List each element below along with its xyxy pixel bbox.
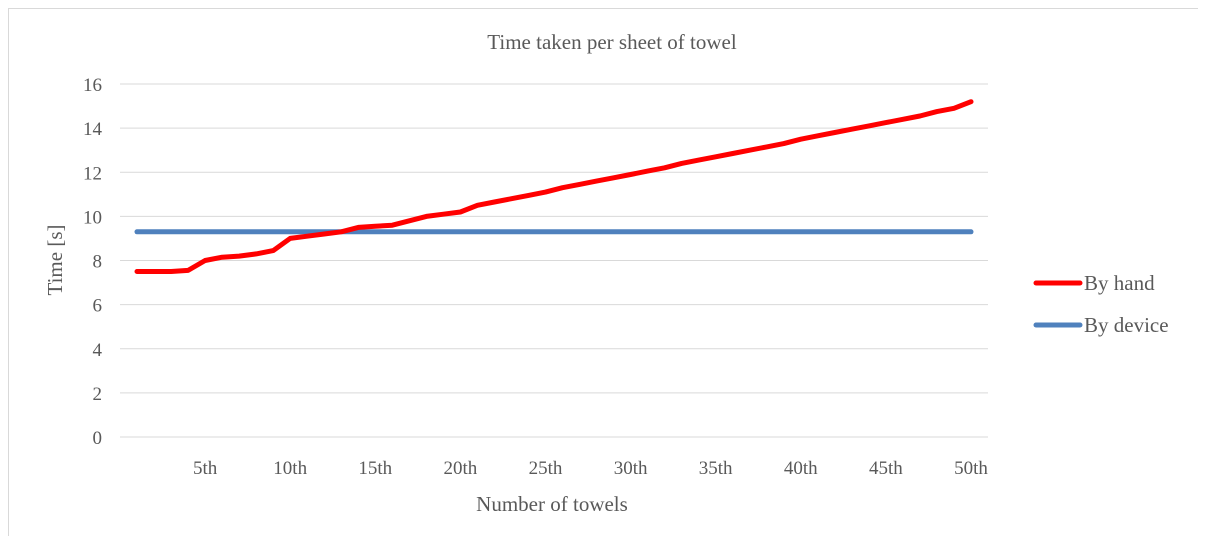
x-tick-label: 15th [358,458,392,479]
series-lines [134,99,974,274]
chart-frame [8,8,1198,536]
x-axis-ticks: 5th 10th 15th 20th 25th 30th 35th 40th 45th 50th [193,458,988,479]
y-tick-label: 8 [93,252,103,273]
chart-title: Time taken per sheet of towel [487,30,737,54]
gridlines [120,83,988,438]
y-tick-label: 4 [93,340,103,361]
x-tick-label: 20th [444,458,478,479]
legend: By hand By device [1033,271,1169,337]
y-tick-label: 14 [83,119,103,140]
y-axis-label: Time [s] [43,225,67,296]
legend-label: By device [1084,313,1169,337]
y-tick-label: 2 [93,384,103,405]
x-tick-label: 5th [193,458,218,479]
x-tick-label: 50th [954,458,988,479]
x-tick-label: 40th [784,458,818,479]
x-tick-label: 45th [869,458,903,479]
x-tick-label: 10th [273,458,307,479]
y-tick-label: 0 [93,428,103,449]
x-axis-label: Number of towels [476,492,628,516]
y-tick-label: 12 [83,163,102,184]
series-line-by-hand [134,99,974,274]
x-tick-label: 30th [614,458,648,479]
y-tick-label: 6 [93,296,103,317]
y-tick-label: 10 [83,207,102,228]
y-axis-ticks: 0 2 4 6 8 10 12 14 16 [83,75,103,449]
x-tick-label: 35th [699,458,733,479]
y-tick-label: 16 [83,75,102,96]
x-tick-label: 25th [529,458,563,479]
legend-label: By hand [1084,271,1155,295]
